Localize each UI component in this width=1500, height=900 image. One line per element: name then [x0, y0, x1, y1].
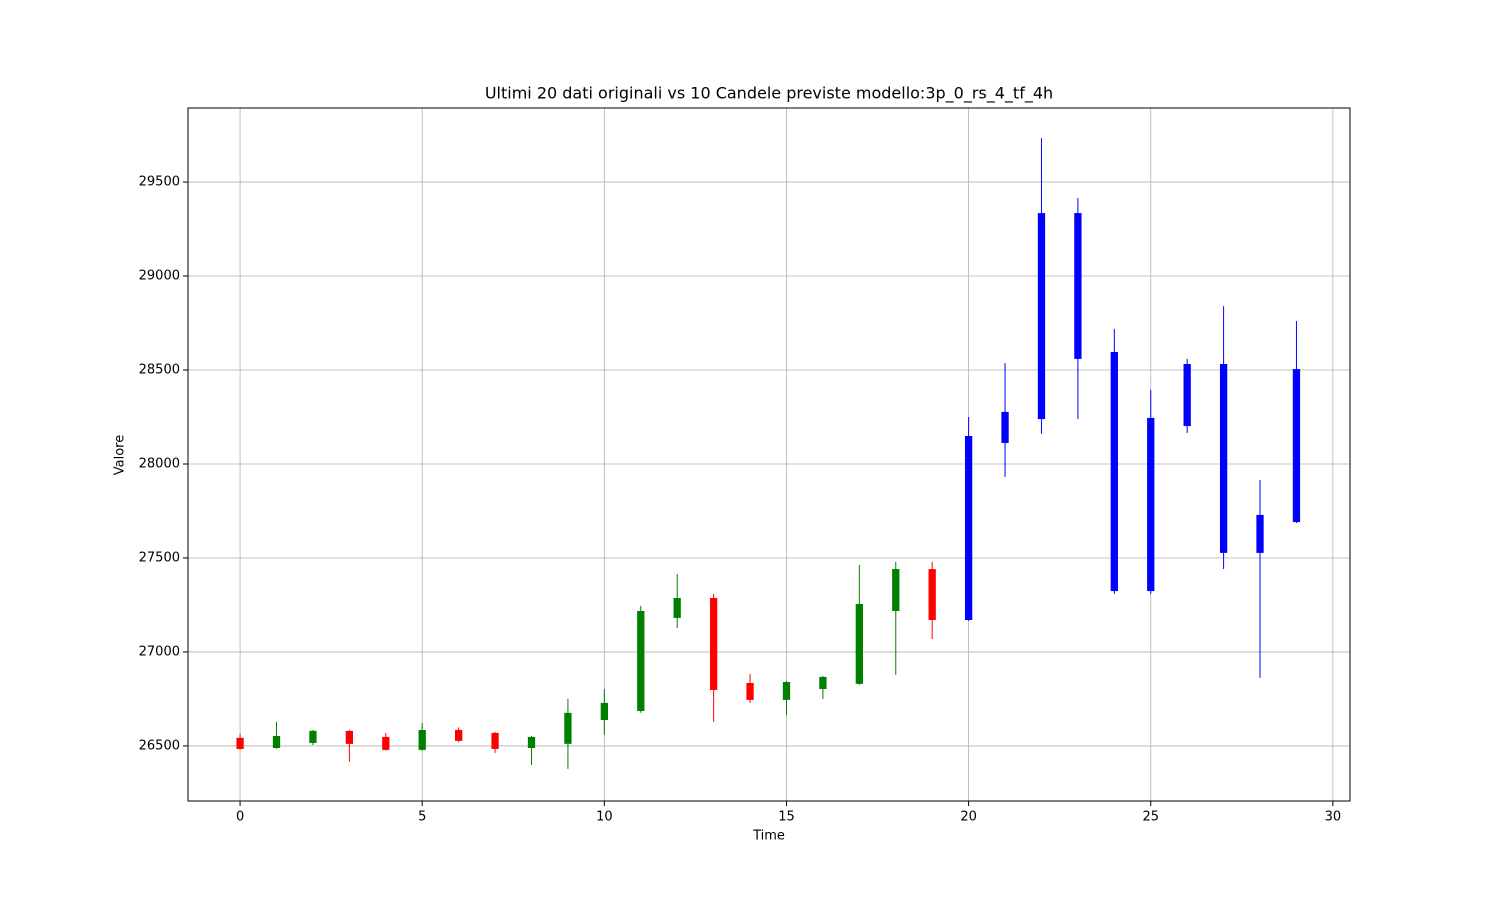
y-tick-label: 29000: [139, 269, 180, 284]
x-tick-label: 15: [778, 810, 795, 825]
candle-body: [746, 682, 754, 700]
x-axis-label: Time: [752, 829, 785, 844]
y-tick-label: 29500: [139, 175, 180, 190]
candle-body: [1037, 213, 1046, 420]
x-tick-label: 20: [960, 810, 977, 825]
candle-body: [418, 729, 426, 750]
x-tick-label: 5: [418, 810, 426, 825]
candle-body: [382, 736, 390, 750]
y-tick-label: 27000: [139, 644, 180, 659]
candle-body: [1256, 514, 1264, 553]
x-tick-label: 25: [1142, 810, 1159, 825]
candle-body: [491, 732, 499, 749]
y-tick-label: 28000: [139, 456, 180, 471]
candle-body: [345, 730, 354, 744]
plot-frame: [187, 107, 1351, 802]
candle-body: [709, 598, 718, 690]
candle-body: [527, 736, 536, 748]
y-tick-label: 26500: [139, 738, 180, 753]
candle-body: [892, 569, 900, 611]
candle-body: [1183, 363, 1191, 427]
y-axis-label: Valore: [113, 435, 128, 475]
candle-body: [819, 676, 827, 689]
candle-body: [1219, 363, 1228, 553]
candle-body: [455, 729, 463, 741]
candle-body: [272, 735, 281, 748]
candle-body: [928, 569, 936, 620]
y-tick-label: 27500: [139, 550, 180, 565]
candle-body: [1110, 351, 1118, 592]
candle-body: [782, 682, 791, 700]
candle-body: [964, 435, 973, 620]
candle-body: [637, 610, 645, 711]
candle-body: [1292, 369, 1301, 523]
candle-body: [236, 737, 244, 749]
x-tick-label: 30: [1325, 810, 1342, 825]
candle-body: [309, 730, 317, 743]
candle-body: [855, 604, 863, 684]
candle-body: [1147, 417, 1155, 592]
y-tick-label: 28500: [139, 363, 180, 378]
candle-body: [600, 702, 608, 720]
chart-title: Ultimi 20 dati originali vs 10 Candele p…: [485, 84, 1053, 104]
candle-body: [564, 712, 572, 744]
x-tick-label: 0: [236, 810, 244, 825]
candle-body: [1001, 411, 1009, 443]
x-tick-label: 10: [596, 810, 613, 825]
candle-body: [673, 598, 681, 618]
candle-body: [1074, 213, 1082, 359]
